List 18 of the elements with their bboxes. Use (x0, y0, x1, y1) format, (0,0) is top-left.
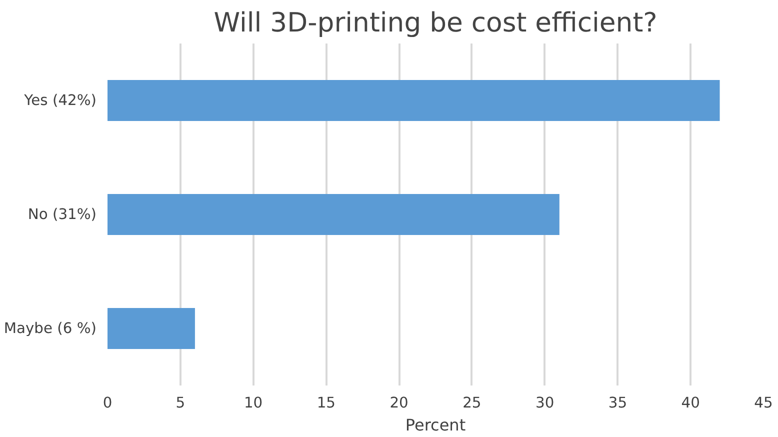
x-tick-label: 15 (316, 394, 336, 412)
x-tick-label: 35 (608, 394, 628, 412)
x-tick-label: 20 (390, 394, 408, 412)
chart-title: Will 3D-printing be cost efficient? (214, 8, 658, 38)
x-tick-label: 25 (462, 394, 482, 412)
bar (108, 80, 720, 122)
bar (108, 194, 560, 236)
y-tick-label: No (31%) (28, 206, 97, 223)
x-tick-label: 10 (244, 394, 263, 412)
x-tick-label: 5 (176, 394, 186, 412)
x-tick-label: 40 (681, 394, 700, 412)
y-tick-label: Maybe (6 %) (4, 320, 96, 337)
x-tick-label: 0 (102, 394, 112, 412)
x-tick-label: 45 (754, 394, 773, 412)
x-tick-label: 30 (536, 394, 554, 412)
x-axis-title: Percent (405, 416, 466, 434)
bar (108, 308, 195, 350)
y-tick-label: Yes (42%) (23, 92, 97, 109)
